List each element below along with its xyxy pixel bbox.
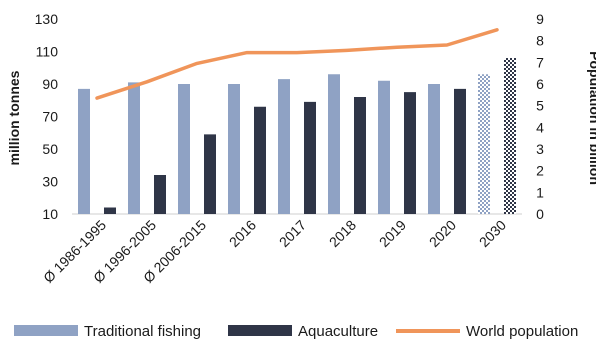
y2-tick-label: 2 (536, 163, 544, 179)
traditional-fishing-bar (478, 74, 490, 214)
aquaculture-bar (304, 101, 316, 214)
y2-tick-label: 3 (536, 141, 544, 157)
traditional-fishing-bar (378, 80, 390, 214)
x-tick-label: 2016 (226, 217, 259, 250)
bars (78, 58, 516, 214)
y2-tick-label: 0 (536, 206, 544, 222)
y2-axis-title: Population in billion (587, 51, 596, 185)
aquaculture-bar (254, 106, 266, 214)
aquaculture-bar (204, 134, 216, 214)
legend-swatch-aquaculture (228, 325, 292, 336)
y2-tick-label: 5 (536, 98, 544, 114)
aquaculture-bar (504, 58, 516, 214)
x-tick-label: 2020 (426, 217, 459, 250)
y2-tick-label: 4 (536, 119, 544, 135)
traditional-fishing-bar (278, 79, 290, 214)
traditional-fishing-bar (128, 82, 140, 214)
traditional-fishing-bar (228, 84, 240, 214)
legend-label-world-population: World population (466, 323, 578, 340)
y2-tick-label: 1 (536, 184, 544, 200)
x-tick-label: 2017 (276, 217, 309, 250)
y-tick-label: 110 (36, 44, 59, 60)
legend-label-traditional-fishing: Traditional fishing (84, 323, 201, 340)
legend: Traditional fishing Aquaculture World popu… (14, 323, 578, 340)
traditional-fishing-bar (328, 74, 340, 214)
y2-tick-label: 6 (536, 76, 544, 92)
left-axis-ticks: 10 30 50 70 90 110 130 (35, 11, 59, 222)
x-tick-label: 2019 (376, 217, 409, 250)
x-tick-label: 2018 (326, 217, 359, 250)
y-tick-label: 10 (42, 206, 58, 222)
y2-tick-label: 7 (536, 54, 544, 70)
y-tick-label: 30 (42, 174, 58, 190)
y-tick-label: 130 (35, 11, 59, 27)
y2-tick-label: 9 (536, 11, 544, 27)
aquaculture-bar (354, 97, 366, 214)
legend-swatch-traditional-fishing (14, 325, 78, 336)
legend-label-aquaculture: Aquaculture (298, 323, 378, 340)
aquaculture-bar (454, 88, 466, 214)
population-line (95, 28, 499, 100)
y-tick-label: 70 (42, 109, 58, 125)
aquaculture-bar (404, 92, 416, 214)
y-tick-label: 90 (42, 76, 58, 92)
world-population-line (95, 28, 499, 100)
aquaculture-bar (154, 175, 166, 214)
traditional-fishing-bar (178, 84, 190, 214)
traditional-fishing-bar (428, 84, 440, 214)
traditional-fishing-bar (78, 88, 90, 214)
y2-tick-label: 8 (536, 33, 544, 49)
right-axis-ticks: 0 1 2 3 4 5 6 7 8 9 (536, 11, 544, 222)
y-tick-label: 50 (42, 141, 58, 157)
aquaculture-bar (104, 207, 116, 214)
x-tick-label: 2030 (476, 217, 509, 250)
y-axis-title: million tonnes (6, 70, 22, 165)
